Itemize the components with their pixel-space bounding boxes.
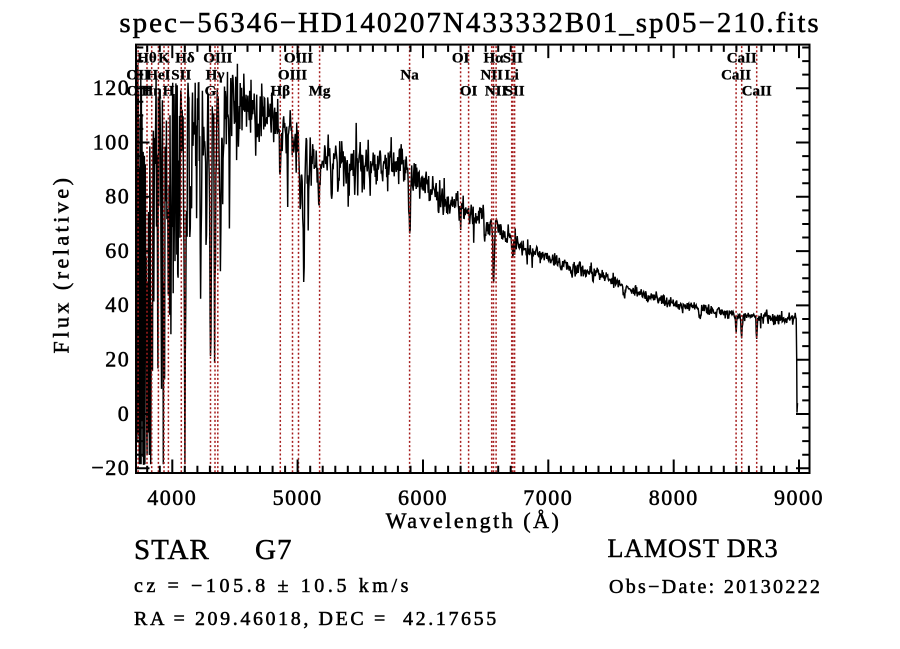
svg-text:OIII: OIII [278, 68, 307, 84]
svg-text:60: 60 [105, 238, 130, 263]
svg-text:STAR: STAR [134, 534, 210, 566]
svg-text:120: 120 [93, 75, 131, 100]
svg-text:9000: 9000 [774, 485, 824, 510]
svg-text:Mg: Mg [309, 84, 331, 100]
svg-text:Wavelength (Å): Wavelength (Å) [386, 508, 562, 533]
svg-text:OI: OI [460, 84, 478, 100]
svg-text:6000: 6000 [398, 485, 448, 510]
svg-text:LAMOST DR3: LAMOST DR3 [608, 534, 779, 563]
svg-text:Obs−Date: 20130222: Obs−Date: 20130222 [609, 576, 822, 598]
svg-text:NII: NII [480, 68, 503, 84]
svg-text:Hθ: Hθ [137, 51, 157, 67]
svg-text:CaII: CaII [742, 84, 772, 100]
svg-text:4000: 4000 [147, 485, 197, 510]
svg-text:Li: Li [505, 68, 519, 84]
svg-text:80: 80 [105, 184, 130, 209]
svg-text:Flux (relative): Flux (relative) [49, 175, 74, 354]
svg-text:cz = −105.8 ± 10.5 km/s: cz = −105.8 ± 10.5 km/s [134, 575, 412, 597]
svg-text:Na: Na [400, 68, 419, 84]
svg-text:Hβ: Hβ [271, 84, 291, 100]
svg-text:NII: NII [485, 84, 508, 100]
svg-text:CaII: CaII [727, 51, 757, 67]
svg-text:CaII: CaII [721, 68, 751, 84]
svg-text:HeI: HeI [146, 68, 170, 84]
svg-text:Hα: Hα [483, 51, 504, 67]
svg-text:OIII: OIII [203, 51, 232, 67]
svg-text:20: 20 [105, 347, 130, 372]
svg-text:Hδ: Hδ [175, 51, 195, 67]
svg-text:G: G [205, 84, 217, 100]
svg-text:OIII: OIII [284, 51, 313, 67]
svg-text:0: 0 [118, 401, 131, 426]
svg-text:K: K [158, 51, 170, 67]
svg-text:OII: OII [126, 68, 150, 84]
svg-text:SII: SII [505, 84, 525, 100]
svg-text:OI: OI [452, 51, 470, 67]
svg-text:SII: SII [171, 68, 191, 84]
svg-text:G7: G7 [255, 534, 292, 566]
svg-text:SII: SII [503, 51, 523, 67]
svg-text:40: 40 [105, 292, 130, 317]
svg-text:RA = 209.46018, DEC = 42.1765: RA = 209.46018, DEC = 42.17655 [134, 608, 499, 630]
svg-text:5000: 5000 [273, 485, 323, 510]
svg-text:7000: 7000 [523, 485, 573, 510]
svg-text:100: 100 [93, 129, 131, 154]
svg-text:spec−56346−HD140207N433332B01_: spec−56346−HD140207N433332B01_sp05−210.f… [119, 7, 820, 39]
svg-text:8000: 8000 [649, 485, 699, 510]
svg-text:H: H [163, 84, 175, 100]
svg-text:OII: OII [127, 84, 151, 100]
svg-text:Hη: Hη [142, 84, 162, 100]
svg-text:Hγ: Hγ [206, 68, 225, 84]
svg-text:−20: −20 [91, 455, 130, 480]
